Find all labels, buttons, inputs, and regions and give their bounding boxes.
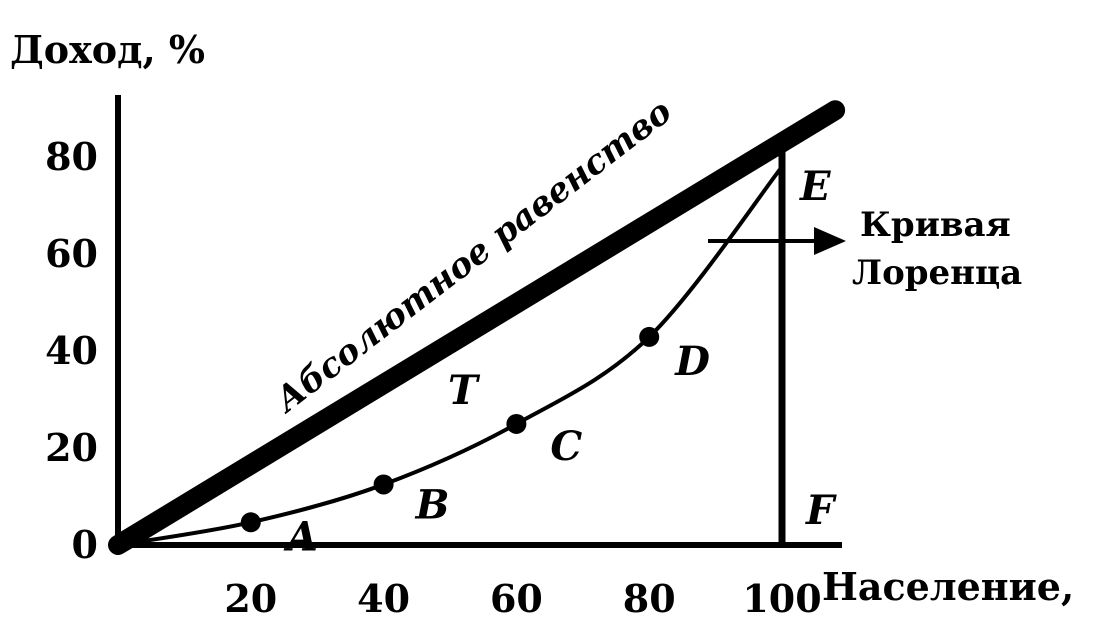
point-d (639, 326, 660, 347)
annotation-arrow-head (814, 227, 846, 255)
point-label-d: D (674, 338, 710, 385)
y-tick-label-20: 20 (45, 425, 98, 470)
label-f: F (805, 487, 837, 534)
annotation-line-2: Лоренца (852, 253, 1022, 293)
point-c (506, 413, 527, 434)
point-a (240, 512, 261, 533)
x-tick-label-60: 60 (490, 576, 543, 621)
point-label-b: B (415, 481, 450, 528)
point-b (373, 474, 394, 495)
y-tick-label-80: 80 (45, 134, 98, 179)
x-tick-label-100: 100 (742, 576, 821, 621)
x-tick-labels: 20 40 60 80 100 (224, 576, 821, 621)
x-tick-label-40: 40 (357, 576, 410, 621)
x-tick-label-20: 20 (224, 576, 277, 621)
y-tick-labels: 0 20 40 60 80 (45, 134, 98, 567)
x-axis-title: Население, (822, 564, 1074, 609)
equality-line (108, 100, 846, 555)
x-tick-label-80: 80 (623, 576, 676, 621)
area-label-t: T (448, 367, 481, 414)
y-tick-label-0: 0 (72, 522, 98, 567)
curve-points: A B C D (240, 326, 710, 560)
point-label-c: C (550, 423, 582, 470)
y-axis-title: Доход, % (10, 27, 205, 72)
point-label-a: A (283, 513, 318, 560)
annotation-line-1: Кривая (860, 205, 1011, 245)
y-tick-label-60: 60 (45, 231, 98, 276)
label-e: E (799, 163, 831, 210)
y-tick-label-40: 40 (45, 328, 98, 373)
